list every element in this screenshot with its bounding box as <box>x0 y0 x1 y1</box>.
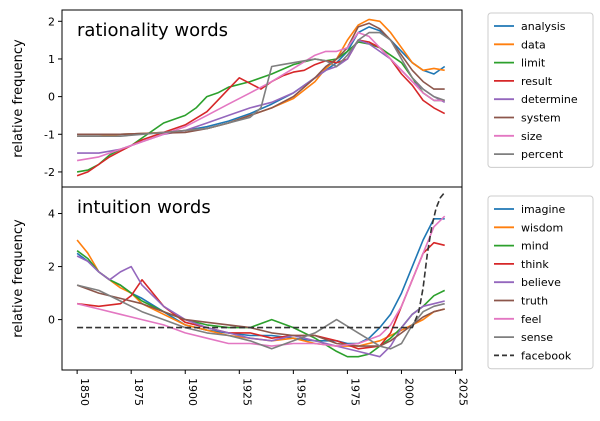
y-tick-label: 1 <box>48 53 55 66</box>
intuition-panel: 0 2 4 1850 1875 1900 1925 1950 1975 2000 2025 relat… <box>11 186 470 406</box>
legend-label-limit: limit <box>521 57 546 70</box>
legend-label-system: system <box>521 112 561 125</box>
legend-label-mind: mind <box>521 240 549 253</box>
series-group <box>76 191 446 358</box>
legend-label-data: data <box>521 38 546 51</box>
series-line-imagine <box>76 218 445 345</box>
rationality-panel: -2 -1 0 1 2 relative frequency rationality wor… <box>11 9 463 188</box>
series-line-believe <box>76 255 445 358</box>
x-tick-label: 1975 <box>348 378 361 406</box>
x-tick-label: 2000 <box>402 378 415 406</box>
series-line-size <box>76 31 445 162</box>
axes-frame <box>61 186 463 371</box>
intuition-legend: imagine wisdom mind think believe truth feel se… <box>487 195 594 370</box>
rationality-legend: analysis data limit result determine system si… <box>487 12 594 168</box>
series-line-facebook <box>77 191 446 329</box>
legend-label-imagine: imagine <box>521 203 566 216</box>
series-line-feel <box>76 215 446 347</box>
y-tick-label: -1 <box>44 128 55 141</box>
legend-label-size: size <box>521 130 543 143</box>
legend-box <box>487 195 594 370</box>
legend-label-determine: determine <box>521 93 578 106</box>
legend-label-result: result <box>521 75 553 88</box>
series-group <box>76 18 446 177</box>
legend-label-sense: sense <box>521 331 553 344</box>
legend-label-wisdom: wisdom <box>521 221 563 234</box>
legend-label-think: think <box>521 258 549 271</box>
x-tick-label: 1925 <box>240 378 253 406</box>
legend-label-analysis: analysis <box>521 20 566 33</box>
y-tick-label: -2 <box>44 166 55 179</box>
x-tick-label: 1850 <box>78 378 91 406</box>
legend-label-truth: truth <box>521 295 548 308</box>
x-tick-label: 2025 <box>457 378 470 406</box>
series-line-analysis <box>77 26 446 136</box>
y-axis-label: relative frequency <box>11 39 26 158</box>
panel-title: rationality words <box>77 20 228 41</box>
series-line-sense <box>76 284 445 350</box>
x-tick-label: 1875 <box>132 378 145 406</box>
legend-label-facebook: facebook <box>521 349 572 362</box>
y-tick-label: 0 <box>48 314 55 327</box>
legend-label-believe: believe <box>521 276 561 289</box>
legend-box <box>487 12 594 168</box>
series-line-truth <box>76 284 445 347</box>
x-tick-label: 1950 <box>294 378 307 406</box>
legend-label-feel: feel <box>521 313 541 326</box>
legend-label-percent: percent <box>521 148 564 161</box>
x-tick-label: 1900 <box>186 378 199 406</box>
panel-title: intuition words <box>77 197 211 218</box>
series-line-percent <box>77 31 445 137</box>
y-tick-label: 2 <box>48 261 55 274</box>
y-axis-label: relative frequency <box>11 219 26 338</box>
series-line-think <box>77 241 445 350</box>
y-tick-label: 0 <box>48 91 55 104</box>
y-tick-label: 2 <box>48 15 55 28</box>
y-tick-label: 4 <box>48 208 55 221</box>
